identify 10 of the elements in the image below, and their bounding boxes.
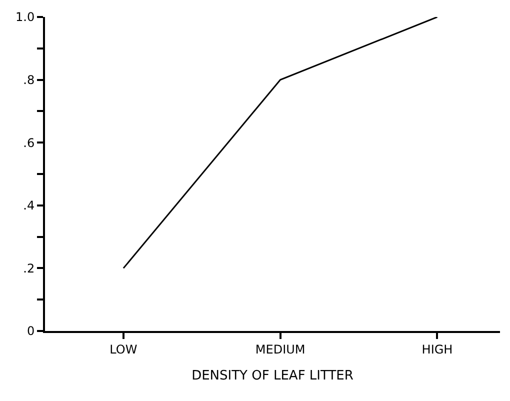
x-axis-title: DENSITY OF LEAF LITTER: [192, 368, 354, 384]
y-tick-label: .8: [23, 73, 35, 87]
y-tick-label: 1.0: [16, 10, 35, 24]
x-tick-label: HIGH: [422, 342, 453, 356]
y-tick-label: .2: [23, 261, 35, 276]
y-tick-label: .4: [23, 198, 35, 213]
y-tick-label: 0: [26, 324, 35, 338]
x-tick-label: LOW: [110, 342, 138, 356]
y-tick-label: .6: [23, 136, 35, 150]
x-tick-label: MEDIUM: [255, 342, 306, 356]
